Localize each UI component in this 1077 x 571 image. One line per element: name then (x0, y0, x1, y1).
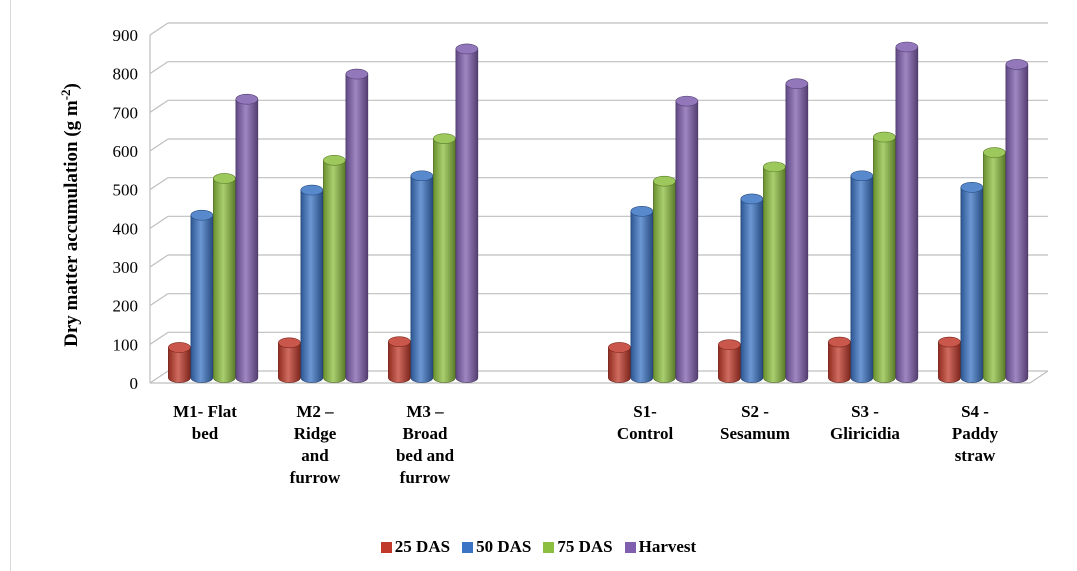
bar (410, 170, 434, 383)
y-tick-label: 600 (113, 142, 139, 161)
bar (960, 182, 984, 383)
gridline-side (149, 370, 169, 384)
x-tick-label: S2 -Sesamum (720, 402, 790, 443)
x-tick-label: M1- Flat bed (173, 402, 237, 443)
x-tick-label: M2 – Ridge and furrow (290, 402, 341, 487)
y-tick-label: 300 (113, 258, 139, 277)
frame-border (10, 0, 11, 571)
bar (675, 95, 699, 383)
legend-item: Harvest (624, 537, 697, 557)
legend-label: 75 DAS (557, 537, 613, 556)
bar (455, 43, 479, 383)
bar (850, 170, 874, 383)
gridline-side (149, 138, 169, 152)
y-tick-label: 800 (113, 65, 139, 84)
bar (235, 93, 259, 383)
y-tick-label: 100 (113, 335, 139, 354)
bar (740, 193, 764, 383)
legend-swatch (380, 542, 392, 553)
legend-swatch (624, 542, 636, 553)
legend: 25 DAS 50 DAS 75 DAS Harvest (0, 537, 1077, 557)
y-tick-label: 200 (113, 297, 139, 316)
bar (190, 209, 214, 383)
y-tick-label: 900 (113, 26, 139, 45)
bar (300, 184, 324, 383)
gridline-side (149, 22, 169, 36)
gridline-side (149, 254, 169, 268)
legend-item: 75 DAS (543, 537, 613, 557)
bar (388, 336, 411, 383)
bar-chart: 0 100 200 300 400 500 600 700 800 900 M1- Flat bed… (58, 22, 1049, 487)
bar (718, 339, 741, 383)
bar (608, 342, 631, 383)
y-tick-label: 700 (113, 103, 139, 122)
y-tick-label: 400 (113, 219, 139, 238)
legend-swatch (462, 542, 474, 553)
gridline-side (149, 99, 169, 113)
gridline-side (149, 293, 169, 307)
bars (168, 41, 1029, 383)
legend-label: 25 DAS (394, 537, 451, 556)
legend-label: Harvest (638, 537, 697, 556)
bar (323, 154, 346, 383)
gridline-side (149, 331, 169, 345)
bar (983, 147, 1006, 383)
x-axis: M1- Flat bed M2 – Ridge and furrow M3 – Broad be… (173, 402, 999, 487)
bar (763, 161, 786, 383)
floor-right-edge (1029, 370, 1049, 384)
gridline-side (149, 215, 169, 229)
bar (895, 41, 919, 383)
bar (213, 173, 236, 383)
bar (1005, 59, 1029, 383)
legend-label: 50 DAS (476, 537, 532, 556)
legend-item: 50 DAS (462, 537, 531, 557)
bar (938, 336, 961, 383)
x-tick-label: S4 -Paddy straw (952, 402, 999, 465)
y-axis-label: Dry matter accumulation (g m-2) (58, 83, 82, 347)
bar (278, 337, 301, 383)
bar (785, 78, 809, 383)
x-tick-label: S1-Control (617, 402, 674, 443)
bar (873, 131, 896, 383)
bar (168, 342, 191, 383)
gridline-side (149, 177, 169, 191)
bar (630, 206, 654, 383)
bar (433, 133, 456, 383)
legend-swatch (543, 542, 555, 553)
bar (653, 175, 676, 383)
bar (828, 336, 851, 383)
y-axis: 0 100 200 300 400 500 600 700 800 900 (113, 26, 139, 393)
y-tick-label: 0 (130, 374, 139, 393)
gridline-side (149, 61, 169, 75)
bar (345, 68, 369, 383)
y-tick-label: 500 (113, 181, 139, 200)
x-tick-label: M3 – Broad bed and furrow (396, 402, 455, 487)
x-tick-label: S3 -Gliricidia (830, 402, 900, 443)
legend-item: 25 DAS (380, 537, 451, 557)
